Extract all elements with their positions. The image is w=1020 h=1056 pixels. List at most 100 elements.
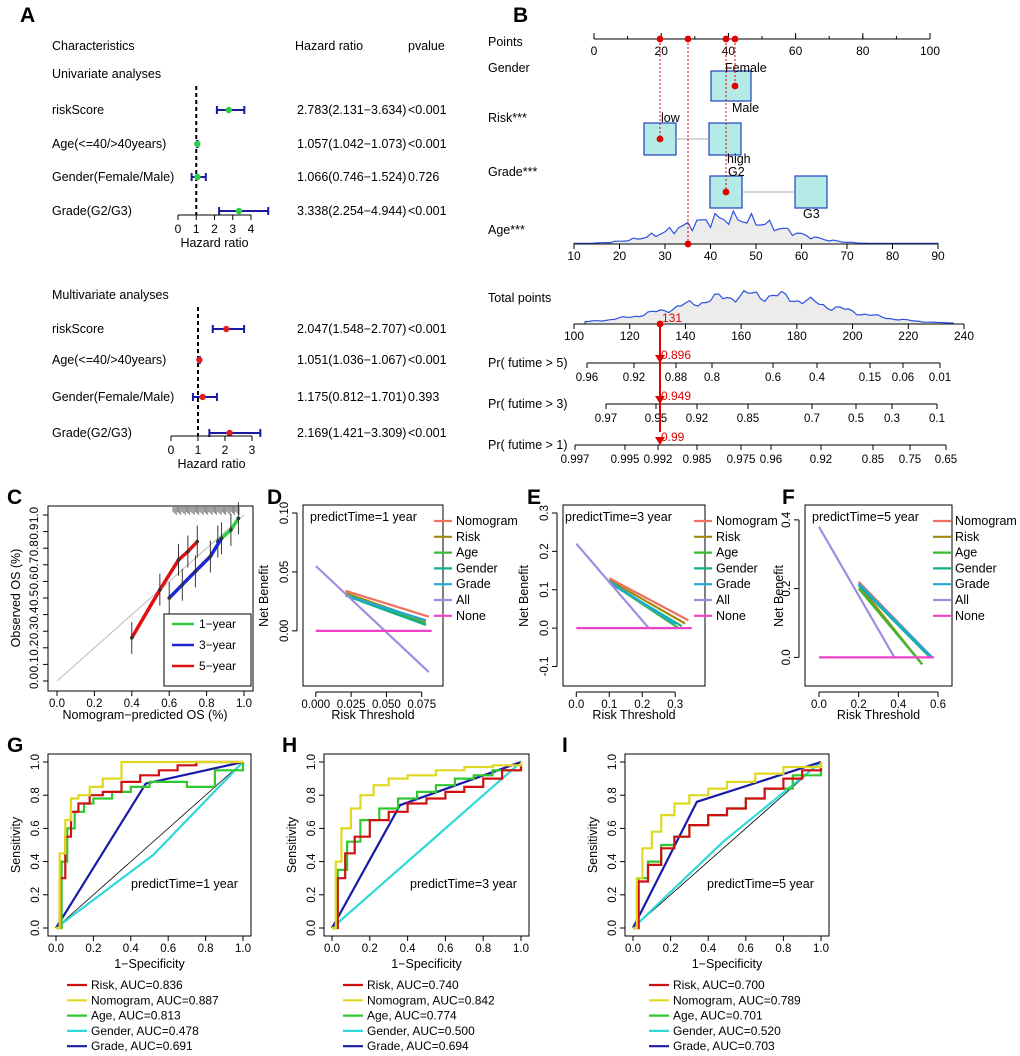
forest-multivariate-point [226, 429, 233, 437]
roc-g-curve-nomogram [56, 760, 243, 930]
forest-multivariate-hr-value: 1.051(1.036−1.067) [297, 353, 406, 367]
dca-f-legend-label: Age [955, 546, 977, 560]
nomogram-points-tick-label: 20 [655, 44, 669, 58]
roc-h-curve-age [332, 762, 523, 930]
calibration-point [130, 636, 134, 640]
roc-h-x-tick-label: 0.2 [362, 943, 378, 955]
nomogram-survival-tick-label: 0.985 [683, 454, 712, 466]
roc-g-x-tick-label: 0.4 [123, 943, 140, 955]
dca-d-x-tick-label: 0.025 [337, 699, 366, 711]
panel-label-c: C [7, 486, 22, 509]
nomogram-survival-tick-label: 0.06 [892, 372, 914, 384]
dca-e-series-grade [608, 580, 676, 626]
nomogram-points-tick-label: 40 [722, 44, 736, 58]
nomogram-marker [722, 188, 730, 196]
nomogram-age-density [573, 209, 939, 244]
dca-e-y-tick-label: -0.1 [539, 657, 551, 677]
forest-univariate-point [225, 106, 232, 114]
forest-multivariate-point [223, 325, 230, 333]
dca-f-x-axis-label: Risk Threshold [837, 708, 920, 722]
dca-e-legend-label: None [716, 609, 746, 623]
forest-univariate-point [235, 207, 243, 215]
nomogram-survival-3-value: 0.949 [661, 389, 691, 403]
forest-univariate-row-label: riskScore [52, 103, 104, 117]
forest-univariate-title: Univariate analyses [52, 67, 161, 81]
roc-h-legend-label: Nomogram, AUC=0.842 [367, 993, 495, 1007]
nomogram-survival-label: Pr( futime > 5) [488, 356, 568, 370]
roc-h-y-tick-label: 0.0 [306, 920, 318, 936]
nomogram-total-tick-label: 240 [954, 329, 974, 343]
calibration-point [193, 569, 198, 574]
dca-e-y-tick-label: 0.1 [539, 582, 551, 598]
forest-univariate-pvalue: <0.001 [408, 137, 447, 151]
calibration-legend-label: 1−year [199, 617, 236, 631]
forest-header-characteristics: Characteristics [52, 39, 135, 53]
forest-univariate-point [194, 140, 201, 148]
roc-g-x-axis-label: 1−Specificity [114, 957, 185, 971]
roc-g-legend-label: Risk, AUC=0.836 [91, 978, 183, 992]
nomogram-risk-label: Risk*** [488, 111, 527, 125]
nomogram-total-tick-label: 180 [787, 329, 807, 343]
nomogram-survival-tick-label: 0.85 [737, 413, 759, 425]
calibration-x-tick-label: 0.8 [199, 698, 215, 710]
nomogram-risk-high-box [708, 122, 742, 156]
forest-header-hazard-ratio: Hazard ratio [295, 39, 363, 53]
dca-d-series-all [315, 565, 430, 673]
forest-multivariate-row-label: Gender(Female/Male) [52, 390, 174, 404]
nomogram-survival-5-value: 0.896 [661, 348, 691, 362]
roc-h-x-tick-label: 0.6 [437, 943, 453, 955]
dca-d-x-tick-label: 0.050 [372, 699, 401, 711]
dca-d-legend-label: All [456, 593, 470, 607]
calibration-x-tick-label: 1.0 [236, 698, 252, 710]
roc-i-x-tick-label: 0.8 [775, 943, 791, 955]
roc-i-y-tick-label: 0.8 [607, 787, 619, 803]
nomogram-marker [656, 35, 664, 43]
dca-e-legend-label: Risk [716, 530, 741, 544]
calibration-point [219, 536, 224, 541]
calibration-legend-label: 3−year [199, 638, 236, 652]
calibration-legend-box [163, 613, 252, 687]
dca-e-x-tick-label: 0.1 [601, 699, 617, 711]
nomogram-survival-tick-label: 0.997 [561, 454, 590, 466]
nomogram-marker [722, 35, 730, 43]
nomogram-grade-label: Grade*** [488, 165, 537, 179]
calibration-y-tick-label: 0.1 [29, 656, 41, 672]
nomogram-marker [731, 82, 739, 90]
roc-i-x-axis-label: 1−Specificity [692, 957, 763, 971]
panel-label-g: G [7, 734, 23, 757]
dca-f-x-tick-label: 0.4 [890, 699, 907, 711]
dca-d-x-tick-label: 0.000 [301, 699, 330, 711]
calibration-point [167, 596, 171, 600]
calibration-y-axis-label: Observed OS (%) [9, 549, 23, 648]
nomogram-survival-tick-label: 0.975 [727, 454, 756, 466]
roc-g-y-tick-label: 0.0 [30, 920, 42, 936]
dca-f-title: predictTime=5 year [812, 510, 919, 524]
dca-f-legend-label: None [955, 609, 985, 623]
panel-label-f: F [782, 486, 795, 509]
nomogram-age-tick-label: 50 [749, 249, 763, 263]
dca-e-legend-label: Nomogram [716, 514, 778, 528]
calibration-y-tick-label: 1.0 [29, 507, 41, 523]
nomogram-points-tick-label: 100 [920, 44, 940, 58]
nomogram-age-tick-label: 90 [931, 249, 945, 263]
dca-d-legend-label: Grade [456, 577, 491, 591]
nomogram-age-label: Age*** [488, 223, 525, 237]
forest-multivariate-row-label: riskScore [52, 322, 104, 336]
calibration-x-tick-label: 0.0 [49, 698, 65, 710]
calibration-point [195, 539, 200, 544]
calibration-y-tick-label: 0.0 [29, 673, 41, 689]
forest-univariate-hr-value: 1.057(1.042−1.073) [297, 137, 406, 151]
nomogram-survival-tick-label: 0.92 [623, 372, 645, 384]
roc-i-x-tick-label: 0.6 [738, 943, 754, 955]
nomogram-gender-box [710, 70, 752, 102]
roc-i-y-axis-label: Sensitivity [586, 816, 600, 873]
forest-multivariate-x-tick-label: 2 [222, 443, 229, 457]
nomogram-survival-label: Pr( futime > 3) [488, 397, 568, 411]
dca-f-x-tick-label: 0.0 [811, 699, 827, 711]
calibration-point [229, 528, 233, 532]
roc-h-y-tick-label: 1.0 [306, 754, 318, 770]
forest-univariate-x-axis-label: Hazard ratio [180, 236, 248, 250]
dca-d-series-grade [345, 594, 427, 622]
forest-multivariate-row-label: Age(<=40/>40years) [52, 353, 166, 367]
roc-i-x-tick-label: 0.4 [700, 943, 717, 955]
